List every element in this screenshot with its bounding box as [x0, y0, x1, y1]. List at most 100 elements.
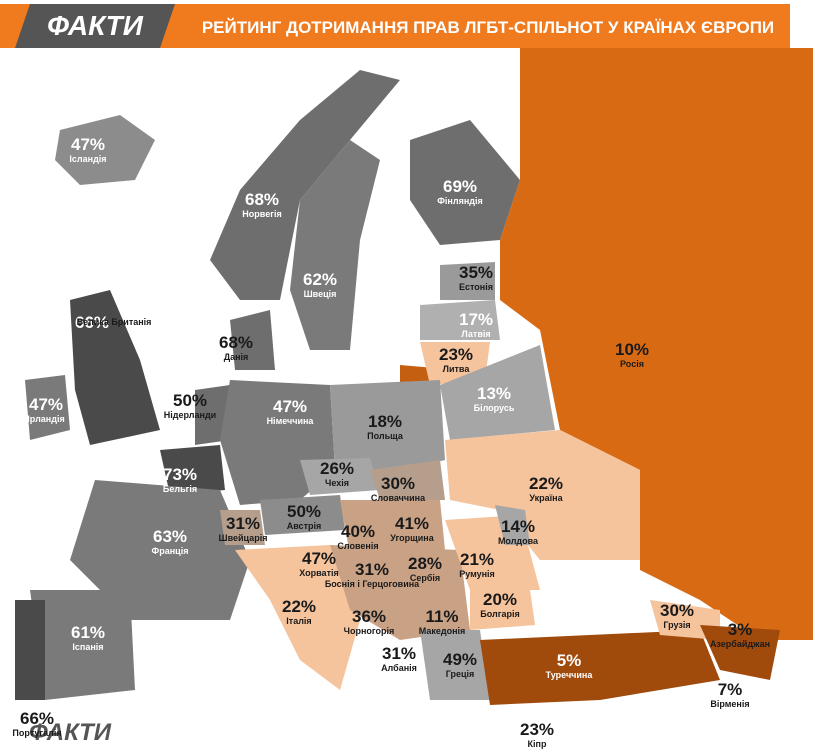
country-value: 47% — [273, 397, 307, 416]
country-name: Нідерланди — [164, 410, 216, 420]
country-name: Болгарія — [480, 609, 519, 619]
country-value: 73% — [163, 465, 197, 484]
country-name: Чехія — [325, 478, 349, 488]
country-name: Сербія — [410, 573, 440, 583]
country-name: Литва — [443, 364, 471, 374]
country-value: 5% — [557, 651, 582, 670]
netherlands-shape — [195, 385, 230, 445]
country-name: Словенія — [337, 541, 378, 551]
country-value: 11% — [425, 607, 458, 626]
country-value: 47% — [71, 135, 105, 154]
france-shape — [70, 480, 250, 620]
ireland-shape — [25, 375, 70, 440]
country-value: 66% — [20, 709, 54, 728]
country-value: 14% — [501, 517, 535, 536]
portugal-shape — [15, 600, 45, 700]
country-value: 31% — [382, 644, 416, 663]
iceland-shape — [55, 115, 155, 185]
country-value: 22% — [529, 474, 563, 493]
country-name: Словаччина — [371, 493, 426, 503]
country-value: 30% — [660, 601, 694, 620]
country-name: Велика Британія — [77, 317, 152, 327]
country-name: Данія — [224, 352, 249, 362]
country-value: 61% — [71, 623, 105, 642]
moldova-shape — [495, 505, 530, 545]
spain-shape — [30, 590, 135, 700]
country-name: Норвегія — [242, 209, 281, 219]
country-value: 40% — [341, 522, 375, 541]
country-name: Ісландія — [69, 154, 106, 164]
greece-shape — [420, 630, 490, 700]
sweden-shape — [290, 140, 380, 350]
country-name: Україна — [529, 493, 563, 503]
country-value: 17% — [459, 310, 493, 329]
country-value: 22% — [282, 597, 316, 616]
country-name: Вірменія — [710, 699, 749, 709]
country-name: Туреччина — [546, 670, 594, 680]
norway-shape — [210, 70, 400, 300]
poland-shape — [330, 380, 445, 475]
country-name: Ірландія — [27, 414, 64, 424]
country-name: Польща — [367, 431, 404, 441]
country-value: 26% — [320, 459, 354, 478]
country-value: 7% — [718, 680, 743, 699]
latvia-shape — [420, 300, 500, 340]
country-name: Румунія — [459, 569, 495, 579]
country-name: Італія — [286, 616, 311, 626]
country-name: Македонія — [419, 626, 466, 636]
country-name: Азербайджан — [710, 639, 770, 649]
title: РЕЙТИНГ ДОТРИМАННЯ ПРАВ ЛГБТ-СПІЛЬНОТ У … — [202, 18, 774, 37]
country-name: Хорватія — [299, 568, 338, 578]
country-value: 47% — [302, 549, 336, 568]
country-name: Португалія — [12, 728, 61, 738]
country-value: 30% — [381, 474, 415, 493]
country-value: 68% — [245, 190, 279, 209]
country-value: 10% — [615, 340, 649, 359]
belarus-shape — [440, 345, 555, 440]
country-value: 35% — [459, 263, 493, 282]
italy-shape — [235, 545, 360, 690]
country-name: Грузія — [663, 620, 690, 630]
country-name: Греція — [446, 669, 475, 679]
country-name: Албанія — [381, 663, 417, 673]
country-value: 68% — [219, 333, 253, 352]
country-value: 20% — [483, 590, 517, 609]
country-value: 28% — [408, 554, 442, 573]
logo: ФАКТИ — [47, 10, 144, 41]
country-value: 3% — [728, 620, 753, 639]
country-value: 23% — [520, 720, 554, 739]
logo-box — [15, 4, 175, 48]
country-name: Іспанія — [72, 642, 103, 652]
switzerland-shape — [220, 510, 265, 545]
country-value: 50% — [173, 391, 207, 410]
country-value: 41% — [395, 514, 429, 533]
belgium-shape — [160, 445, 225, 495]
country-name: Швейцарія — [219, 533, 268, 543]
country-name: Білорусь — [474, 403, 515, 413]
country-value: 23% — [439, 345, 473, 364]
country-name: Австрія — [287, 521, 321, 531]
country-name: Кіпр — [528, 739, 547, 749]
country-value: 31% — [226, 514, 260, 533]
country-name: Бельгія — [163, 484, 197, 494]
czechia-shape — [300, 458, 380, 495]
slovakia-shape — [370, 460, 445, 500]
land — [15, 48, 813, 705]
finland-shape — [410, 120, 520, 245]
country-name: Швеція — [304, 289, 337, 299]
country-value: 62% — [303, 270, 337, 289]
ukraine-shape — [445, 430, 640, 560]
country-value: 36% — [352, 607, 386, 626]
austria-shape — [260, 495, 345, 535]
uk-shape — [70, 290, 160, 445]
country-value: 47% — [29, 395, 63, 414]
country-value: 63% — [153, 527, 187, 546]
country-name: Угорщина — [390, 533, 434, 543]
country-value: 49% — [443, 650, 477, 669]
country-name: Боснія і Герцоговина — [325, 579, 420, 589]
balkans-shape — [330, 545, 470, 640]
country-name: Естонія — [459, 282, 493, 292]
hungary-shape — [340, 500, 445, 555]
country-value: 13% — [477, 384, 511, 403]
